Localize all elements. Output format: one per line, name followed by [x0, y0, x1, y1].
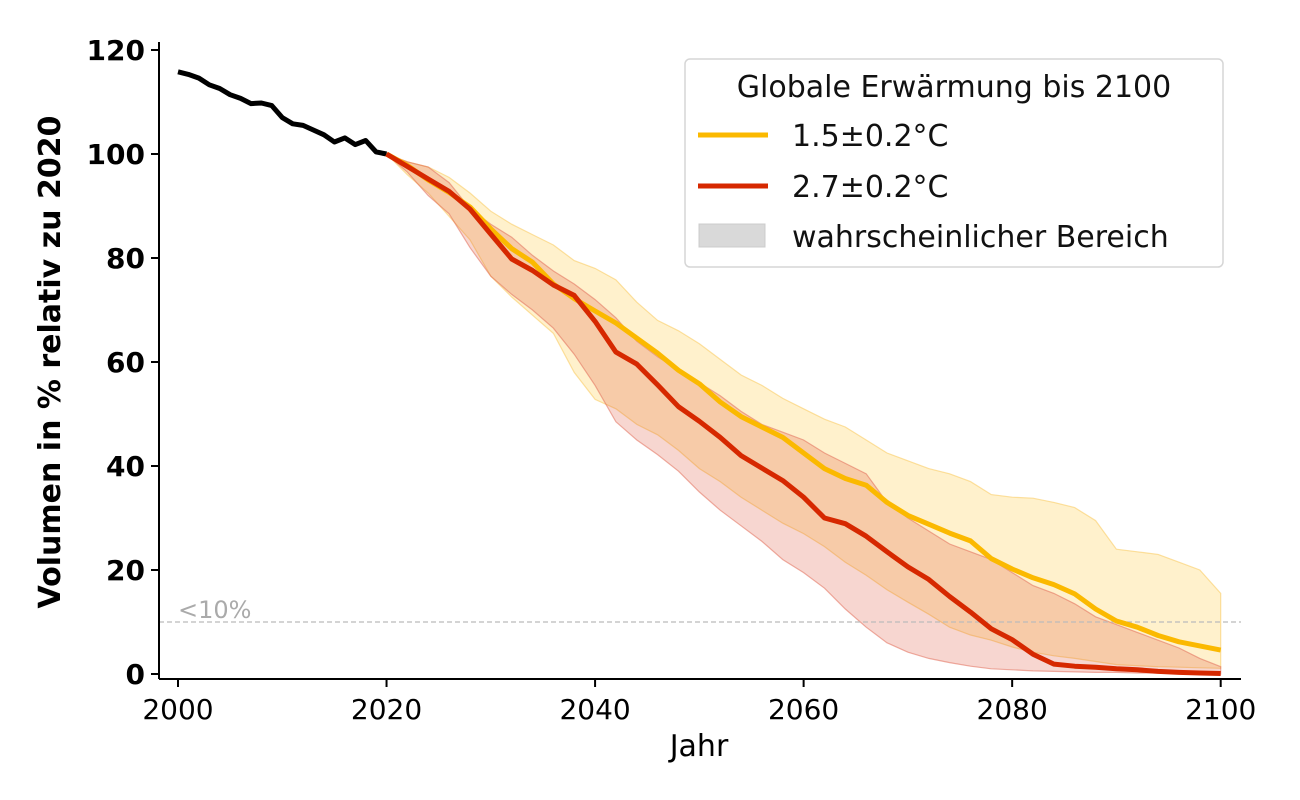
line-1-5	[385, 151, 1222, 653]
y-axis-ticks: 0 20 40 60 80 100 120	[87, 34, 159, 691]
band-1-5	[386, 153, 1222, 669]
y-tick-label: 0	[126, 658, 145, 691]
lines-layer	[177, 69, 1222, 676]
legend: Globale Erwärmung bis 2100 1.5±0.2°C 2.7…	[684, 58, 1224, 268]
x-tick-label: 2020	[351, 693, 422, 726]
line-historical	[177, 69, 387, 157]
threshold-label: <10%	[178, 596, 251, 624]
legend-label-1-5: 1.5±0.2°C	[792, 119, 949, 154]
x-tick-label: 2060	[768, 693, 839, 726]
y-tick-label: 20	[106, 554, 145, 587]
legend-title: Globale Erwärmung bis 2100	[737, 70, 1171, 105]
x-axis-label: Jahr	[668, 729, 729, 764]
x-tick-label: 2100	[1185, 693, 1256, 726]
legend-swatch-range	[698, 223, 766, 248]
y-tick-label: 80	[106, 242, 145, 275]
y-axis-label: Volumen in % relativ zu 2020	[33, 116, 68, 609]
x-tick-label: 2000	[142, 693, 213, 726]
line-2-7	[385, 151, 1221, 676]
y-tick-label: 40	[106, 450, 145, 483]
y-tick-label: 100	[87, 138, 145, 171]
x-tick-label: 2040	[559, 693, 630, 726]
x-axis-ticks: 2000 2020 2040 2060 2080 2100	[142, 679, 1256, 726]
legend-frame	[684, 58, 1224, 268]
y-tick-label: 60	[106, 346, 145, 379]
legend-label-2-7: 2.7±0.2°C	[792, 170, 949, 205]
y-tick-label: 120	[87, 34, 145, 67]
x-tick-label: 2080	[977, 693, 1048, 726]
legend-label-range: wahrscheinlicher Bereich	[792, 220, 1169, 255]
